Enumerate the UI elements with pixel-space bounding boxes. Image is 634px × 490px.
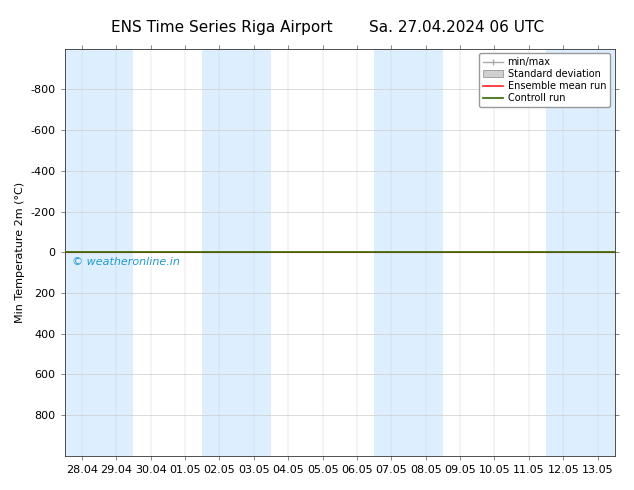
Bar <box>65 49 99 456</box>
Bar <box>546 49 581 456</box>
Bar <box>99 49 134 456</box>
Bar <box>408 49 443 456</box>
Y-axis label: Min Temperature 2m (°C): Min Temperature 2m (°C) <box>15 182 25 323</box>
Text: © weatheronline.in: © weatheronline.in <box>72 257 179 268</box>
Bar <box>374 49 408 456</box>
Bar <box>202 49 236 456</box>
Bar <box>581 49 615 456</box>
Bar <box>236 49 271 456</box>
Text: Sa. 27.04.2024 06 UTC: Sa. 27.04.2024 06 UTC <box>369 20 544 35</box>
Legend: min/max, Standard deviation, Ensemble mean run, Controll run: min/max, Standard deviation, Ensemble me… <box>479 53 610 107</box>
Text: ENS Time Series Riga Airport: ENS Time Series Riga Airport <box>111 20 333 35</box>
